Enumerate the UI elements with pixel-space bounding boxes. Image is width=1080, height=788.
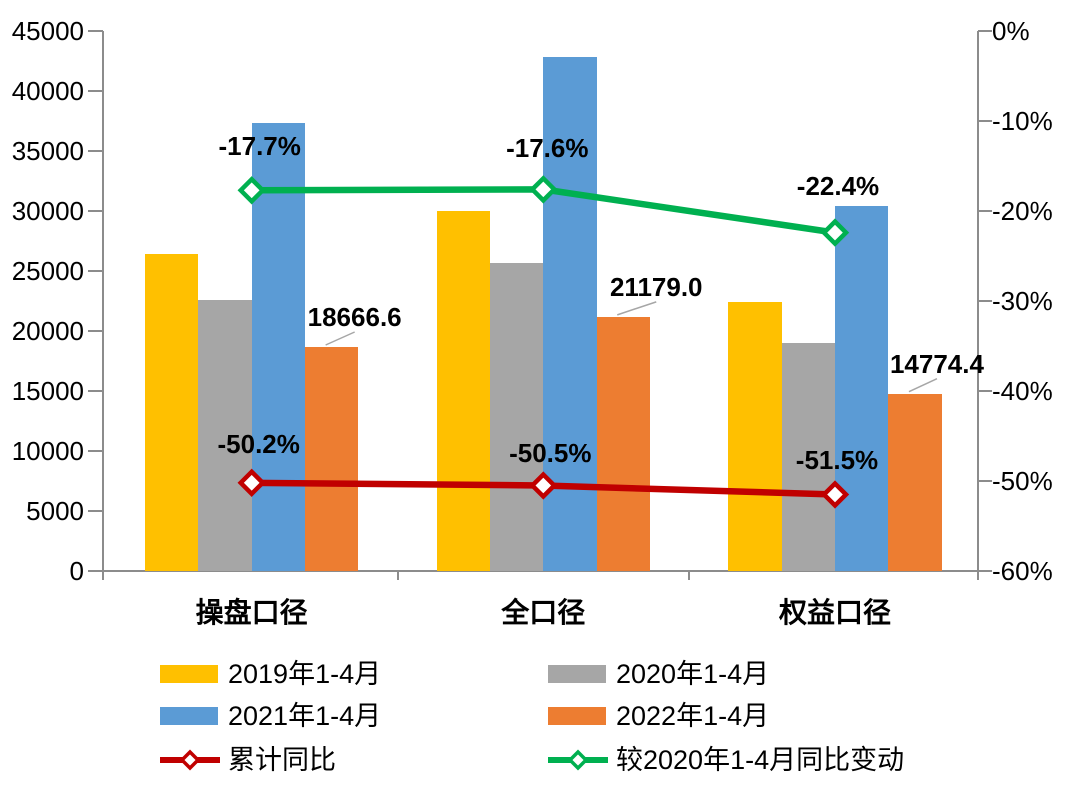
left-axis-tick-15000 <box>88 390 103 392</box>
left-axis-label-25000: 25000 <box>11 256 84 286</box>
marker-较2020年1-4月同比变动-权益口径 <box>820 218 850 247</box>
left-axis-label-35000: 35000 <box>11 136 84 166</box>
left-axis-tick-30000 <box>88 210 103 212</box>
right-axis-tick--40% <box>978 390 992 392</box>
left-axis-tick-35000 <box>88 150 103 152</box>
legend-label-2021年1-4月: 2021年1-4月 <box>228 701 382 731</box>
category-axis-tick-1 <box>396 571 399 580</box>
line-label--50.5%: -50.5% <box>509 437 592 468</box>
bar-2019年1-4月-操盘口径 <box>145 254 199 571</box>
right-axis-tick--20% <box>978 210 992 212</box>
right-axis-tick--50% <box>978 480 992 482</box>
left-axis-tick-25000 <box>88 270 103 272</box>
left-axis-tick-20000 <box>88 330 103 332</box>
leader-line-18666.6 <box>325 331 355 346</box>
category-axis-tick-3 <box>977 571 979 580</box>
left-axis-tick-10000 <box>88 450 103 452</box>
bar-2021年1-4月-权益口径 <box>835 206 889 571</box>
category-axis-tick-0 <box>102 571 104 580</box>
marker-累计同比-操盘口径 <box>237 468 266 497</box>
legend-line-swatch-累计同比 <box>160 749 220 771</box>
left-value-axis-line <box>102 31 104 579</box>
right-axis-tick-0% <box>978 30 992 32</box>
marker-较2020年1-4月同比变动-全口径 <box>529 175 558 204</box>
legend-swatch-2022年1-4月 <box>548 707 606 725</box>
marker-累计同比-权益口径 <box>820 480 850 509</box>
left-axis-label-5000: 5000 <box>26 496 84 526</box>
legend-diamond-较2020年1-4月同比变动 <box>567 749 589 771</box>
left-axis-tick-5000 <box>88 510 103 512</box>
category-label-权益口径: 权益口径 <box>778 597 891 628</box>
right-axis-label--60%: -60% <box>992 556 1053 586</box>
legend-swatch-2019年1-4月 <box>160 665 218 683</box>
right-axis-label--20%: -20% <box>992 196 1053 226</box>
bar-2020年1-4月-全口径 <box>490 262 544 571</box>
left-axis-label-10000: 10000 <box>11 436 84 466</box>
bar-2022年1-4月-操盘口径 <box>305 347 359 571</box>
value-label-14774.4: 14774.4 <box>889 348 984 379</box>
left-axis-label-15000: 15000 <box>11 376 84 406</box>
left-axis-label-0: 0 <box>69 556 84 586</box>
line-label--17.6%: -17.6% <box>506 133 589 164</box>
bar-2022年1-4月-全口径 <box>596 316 650 571</box>
right-axis-label--10%: -10% <box>992 106 1053 136</box>
left-axis-tick-45000 <box>88 30 103 32</box>
bar-2020年1-4月-权益口径 <box>781 343 835 571</box>
right-axis-label--40%: -40% <box>992 376 1053 406</box>
legend-diamond-累计同比 <box>179 749 201 771</box>
line-label--51.5%: -51.5% <box>795 444 879 475</box>
legend-swatch-2021年1-4月 <box>160 707 218 725</box>
legend-label-2020年1-4月: 2020年1-4月 <box>616 659 770 689</box>
line-label--22.4%: -22.4% <box>796 170 880 201</box>
left-axis-label-45000: 45000 <box>11 16 84 46</box>
category-label-全口径: 全口径 <box>501 597 586 628</box>
left-axis-label-20000: 20000 <box>11 316 84 346</box>
bar-2020年1-4月-操盘口径 <box>198 299 252 571</box>
bar-2019年1-4月-权益口径 <box>728 302 782 571</box>
bar-2022年1-4月-权益口径 <box>888 393 942 571</box>
leader-line-14774.4 <box>908 378 938 393</box>
right-axis-label--30%: -30% <box>992 286 1053 316</box>
category-axis-line <box>102 570 979 572</box>
legend-swatch-2020年1-4月 <box>548 665 606 683</box>
category-axis-tick-2 <box>688 571 691 580</box>
marker-较2020年1-4月同比变动-操盘口径 <box>237 176 266 205</box>
category-label-操盘口径: 操盘口径 <box>195 597 308 628</box>
line-label--50.2%: -50.2% <box>217 428 300 459</box>
left-axis-label-40000: 40000 <box>11 76 84 106</box>
right-axis-tick--60% <box>978 570 992 572</box>
legend-label-2019年1-4月: 2019年1-4月 <box>228 659 382 689</box>
value-label-18666.6: 18666.6 <box>307 302 402 332</box>
left-axis-tick-40000 <box>88 90 103 92</box>
right-axis-tick--10% <box>978 120 992 122</box>
left-axis-label-30000: 30000 <box>11 196 84 226</box>
legend-line-swatch-较2020年1-4月同比变动 <box>548 749 608 771</box>
line-label--17.7%: -17.7% <box>218 131 301 162</box>
legend-label-较2020年1-4月同比变动: 较2020年1-4月同比变动 <box>616 745 905 775</box>
bar-2021年1-4月-操盘口径 <box>251 123 305 571</box>
right-axis-label-0%: 0% <box>992 16 1030 46</box>
leader-line-21179.0 <box>617 301 657 316</box>
value-label-21179.0: 21179.0 <box>609 271 703 302</box>
legend-label-累计同比: 累计同比 <box>228 745 336 775</box>
right-axis-label--50%: -50% <box>992 466 1053 496</box>
right-axis-tick--30% <box>978 300 992 302</box>
legend-label-2022年1-4月: 2022年1-4月 <box>616 701 770 731</box>
right-value-axis-line <box>977 31 979 579</box>
bar-2019年1-4月-全口径 <box>436 211 490 571</box>
marker-累计同比-全口径 <box>529 471 558 500</box>
left-axis-tick-0 <box>88 570 103 572</box>
